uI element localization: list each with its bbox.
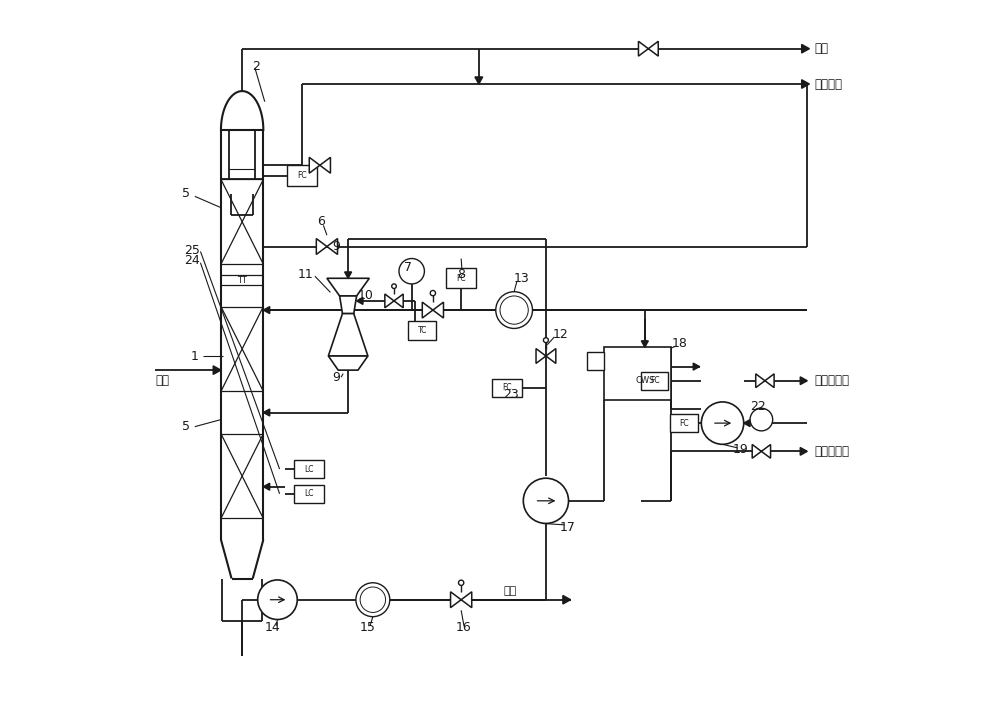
Polygon shape [461, 592, 472, 607]
Text: 25: 25 [184, 244, 200, 256]
Bar [294, 460, 324, 478]
Text: 23: 23 [503, 388, 519, 402]
Text: 14: 14 [265, 622, 280, 634]
Polygon shape [320, 157, 330, 173]
Polygon shape [394, 294, 403, 308]
Bar [408, 321, 436, 340]
Bar [446, 268, 476, 288]
Circle shape [543, 337, 548, 342]
Polygon shape [693, 363, 700, 370]
Circle shape [523, 478, 569, 523]
Polygon shape [536, 349, 546, 363]
Bar [492, 379, 522, 397]
Text: 8: 8 [457, 268, 465, 281]
Polygon shape [263, 307, 270, 313]
Polygon shape [761, 444, 771, 459]
Text: 重苯: 重苯 [504, 586, 517, 596]
Text: 5: 5 [182, 420, 190, 433]
Circle shape [496, 292, 532, 328]
Bar [604, 347, 671, 400]
Polygon shape [638, 41, 648, 56]
Text: 真空系统: 真空系统 [814, 78, 842, 90]
Polygon shape [475, 77, 483, 84]
Circle shape [750, 408, 773, 431]
Bar [587, 352, 604, 370]
Bar [287, 165, 317, 187]
Text: LC: LC [305, 464, 314, 473]
Circle shape [356, 582, 390, 617]
Circle shape [258, 580, 297, 619]
Text: TC: TC [418, 326, 427, 335]
Text: 11: 11 [298, 268, 314, 281]
Polygon shape [648, 41, 658, 56]
Text: 24: 24 [184, 254, 200, 267]
Polygon shape [309, 157, 320, 173]
Polygon shape [641, 341, 648, 347]
Text: FC: FC [502, 383, 512, 392]
Text: 进料: 进料 [155, 375, 169, 387]
Circle shape [392, 284, 396, 288]
Text: 15: 15 [359, 622, 375, 634]
Polygon shape [546, 349, 556, 363]
Text: 不合格品罐: 不合格品罐 [814, 375, 849, 387]
Text: CWS: CWS [635, 376, 655, 385]
Text: LC: LC [305, 489, 314, 498]
Text: FC: FC [456, 274, 466, 283]
Bar [641, 372, 668, 390]
Circle shape [701, 402, 744, 444]
Polygon shape [316, 239, 327, 254]
Polygon shape [756, 374, 765, 387]
Text: 9: 9 [332, 240, 340, 253]
Polygon shape [340, 296, 357, 313]
Text: 5: 5 [182, 187, 190, 200]
Polygon shape [752, 444, 761, 459]
Polygon shape [357, 298, 363, 305]
Polygon shape [328, 313, 368, 356]
Polygon shape [327, 278, 369, 296]
Text: 12: 12 [552, 328, 568, 341]
Polygon shape [744, 419, 750, 426]
Polygon shape [802, 80, 809, 88]
Text: TT: TT [237, 276, 247, 285]
Polygon shape [451, 592, 461, 607]
Text: FC: FC [650, 376, 660, 385]
Text: 氯气: 氯气 [814, 42, 828, 56]
Polygon shape [385, 294, 394, 308]
Polygon shape [422, 302, 433, 318]
Text: 18: 18 [671, 337, 687, 350]
Text: 19: 19 [732, 444, 748, 456]
Circle shape [399, 258, 424, 284]
Text: 10: 10 [358, 290, 374, 303]
Polygon shape [263, 483, 270, 490]
Text: FC: FC [297, 172, 307, 180]
Text: 13: 13 [513, 272, 529, 285]
Text: 22: 22 [750, 400, 766, 414]
Polygon shape [328, 356, 368, 370]
Polygon shape [802, 44, 809, 53]
Text: 中间产品罐: 中间产品罐 [814, 445, 849, 458]
Text: 17: 17 [559, 521, 575, 534]
Polygon shape [433, 302, 443, 318]
Polygon shape [263, 409, 270, 416]
Circle shape [430, 290, 436, 295]
Polygon shape [800, 377, 807, 384]
Bar [670, 414, 698, 432]
Circle shape [458, 580, 464, 585]
Polygon shape [345, 272, 352, 278]
Text: 1: 1 [191, 350, 199, 362]
Text: 7: 7 [404, 261, 412, 274]
Polygon shape [563, 595, 571, 604]
Text: 2: 2 [252, 60, 260, 73]
Text: 9: 9 [332, 371, 340, 384]
Text: FC: FC [679, 419, 688, 428]
Polygon shape [327, 239, 338, 254]
Text: 16: 16 [455, 622, 471, 634]
Text: 6: 6 [317, 215, 325, 229]
Polygon shape [213, 366, 221, 375]
Polygon shape [800, 447, 807, 455]
Bar [294, 485, 324, 503]
Polygon shape [765, 374, 774, 387]
